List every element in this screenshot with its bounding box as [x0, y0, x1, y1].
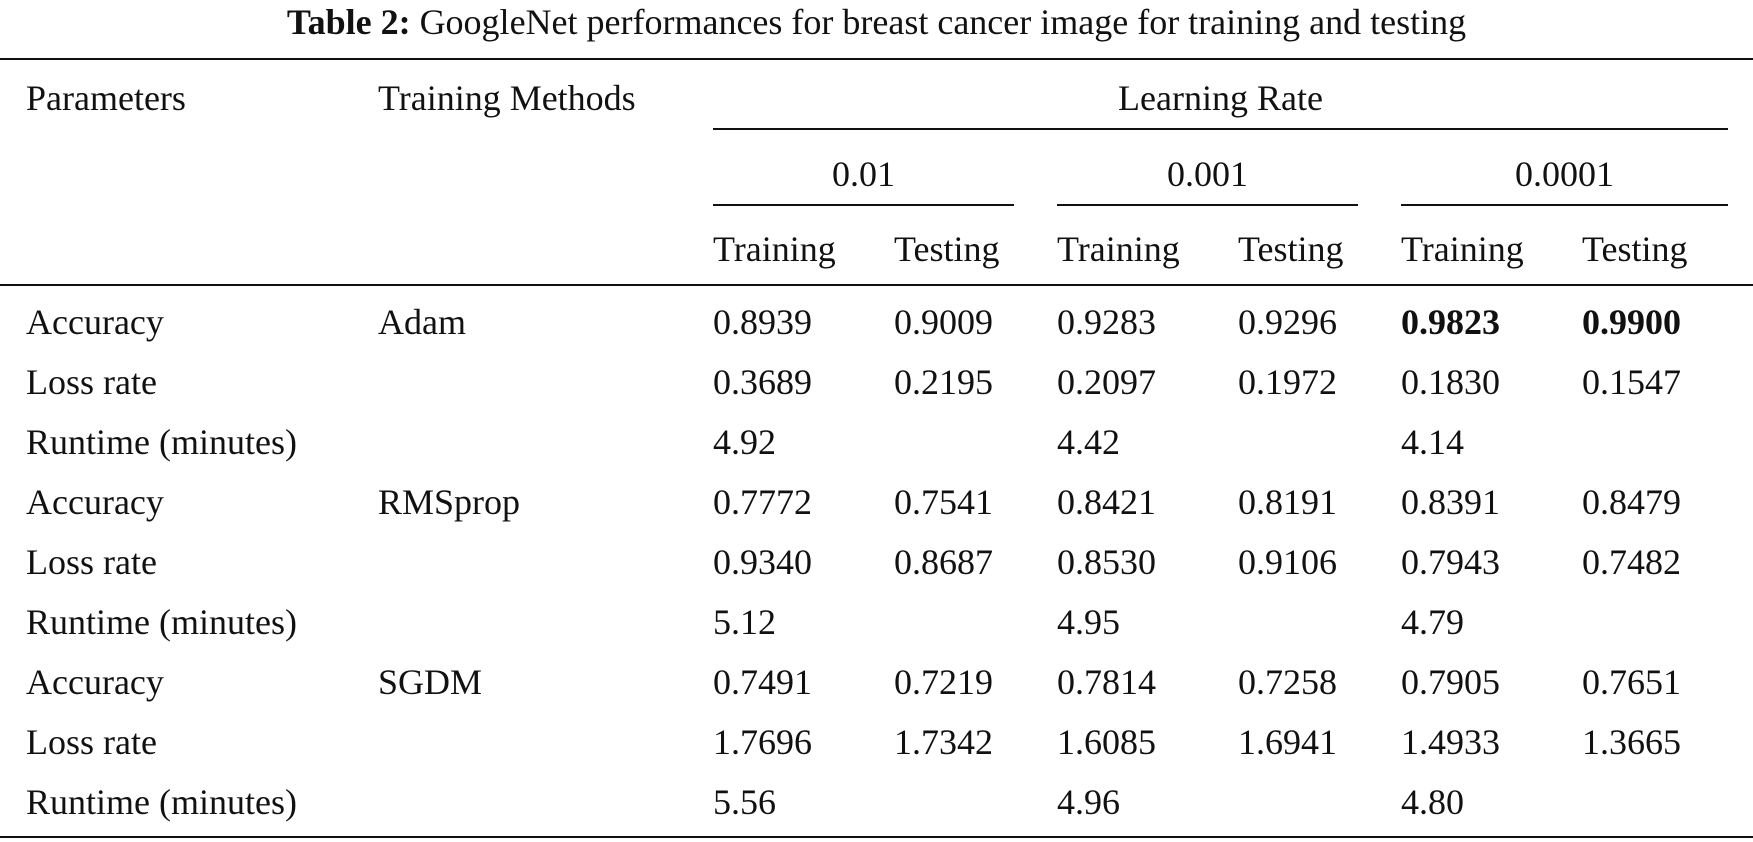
table-cell: 0.7482: [1582, 542, 1681, 582]
table-cell: 4.80: [1401, 782, 1464, 822]
table-cell: 0.9009: [894, 302, 993, 342]
header-phase: Training: [1401, 229, 1524, 269]
table-cell: 0.2097: [1057, 362, 1156, 402]
table-cell: 4.96: [1057, 782, 1120, 822]
header-training-methods: Training Methods: [378, 78, 636, 118]
header-rule: [0, 284, 1753, 286]
table-cell: 0.1547: [1582, 362, 1681, 402]
header-phase: Testing: [1582, 229, 1688, 269]
table-cell: 0.9296: [1238, 302, 1337, 342]
table-cell: 0.7491: [713, 662, 812, 702]
table-cell: 4.92: [713, 422, 776, 462]
bottom-rule: [0, 836, 1753, 838]
table-cell: 0.8391: [1401, 482, 1500, 522]
rate-underline-0.01: [713, 204, 1014, 206]
header-phase: Training: [1057, 229, 1180, 269]
table-cell: 0.8479: [1582, 482, 1681, 522]
table-cell: 5.12: [713, 602, 776, 642]
table-cell: 0.9106: [1238, 542, 1337, 582]
table-cell: 0.7219: [894, 662, 993, 702]
table-cell: 0.7943: [1401, 542, 1500, 582]
table-title: GoogleNet performances for breast cancer…: [419, 2, 1467, 42]
table-cell: 4.42: [1057, 422, 1120, 462]
table-cell: 1.3665: [1582, 722, 1681, 762]
top-rule: [0, 58, 1753, 60]
table-cell: 0.2195: [894, 362, 993, 402]
table-cell: 0.7814: [1057, 662, 1156, 702]
table-cell: 1.7696: [713, 722, 812, 762]
header-rate-0.0001: 0.0001: [1515, 154, 1614, 194]
row-method: SGDM: [378, 662, 483, 702]
table-cell: 0.7258: [1238, 662, 1337, 702]
header-phase: Training: [713, 229, 836, 269]
header-phase: Testing: [1238, 229, 1344, 269]
row-parameter: Loss rate: [26, 542, 157, 582]
table-cell: 0.8191: [1238, 482, 1337, 522]
table-cell-best: 0.9900: [1582, 302, 1681, 342]
table-cell-best: 0.9823: [1401, 302, 1500, 342]
rate-underline-0.0001: [1401, 204, 1728, 206]
table-cell: 1.7342: [894, 722, 993, 762]
table-cell: 0.7541: [894, 482, 993, 522]
table-cell: 0.9340: [713, 542, 812, 582]
row-parameter: Runtime (minutes): [26, 782, 297, 822]
table-cell: 1.4933: [1401, 722, 1500, 762]
row-method: RMSprop: [378, 482, 521, 522]
header-rate-0.01: 0.01: [832, 154, 895, 194]
table-cell: 5.56: [713, 782, 776, 822]
table-cell: 0.7651: [1582, 662, 1681, 702]
table-cell: 4.95: [1057, 602, 1120, 642]
row-parameter: Accuracy: [26, 482, 164, 522]
table-cell: 1.6941: [1238, 722, 1337, 762]
table-cell: 0.8939: [713, 302, 812, 342]
table-cell: 0.9283: [1057, 302, 1156, 342]
header-parameters: Parameters: [26, 78, 186, 118]
rate-underline-0.001: [1057, 204, 1358, 206]
table-cell: 0.8530: [1057, 542, 1156, 582]
row-parameter: Loss rate: [26, 722, 157, 762]
table-cell: 0.8421: [1057, 482, 1156, 522]
header-rate-0.001: 0.001: [1167, 154, 1248, 194]
table-cell: 0.3689: [713, 362, 812, 402]
learning-rate-underline: [713, 128, 1728, 130]
table-cell: 4.14: [1401, 422, 1464, 462]
header-phase: Testing: [894, 229, 1000, 269]
table-cell: 4.79: [1401, 602, 1464, 642]
header-learning-rate: Learning Rate: [1118, 78, 1323, 118]
table-cell: 1.6085: [1057, 722, 1156, 762]
table-cell: 0.8687: [894, 542, 993, 582]
row-parameter: Accuracy: [26, 662, 164, 702]
row-method: Adam: [378, 302, 466, 342]
table-label: Table 2:: [286, 2, 411, 42]
row-parameter: Accuracy: [26, 302, 164, 342]
row-parameter: Runtime (minutes): [26, 602, 297, 642]
table-cell: 0.1972: [1238, 362, 1337, 402]
table-cell: 0.7905: [1401, 662, 1500, 702]
table-caption: Table 2: GoogleNet performances for brea…: [0, 0, 1753, 44]
table-cell: 0.7772: [713, 482, 812, 522]
table-cell: 0.1830: [1401, 362, 1500, 402]
row-parameter: Loss rate: [26, 362, 157, 402]
row-parameter: Runtime (minutes): [26, 422, 297, 462]
